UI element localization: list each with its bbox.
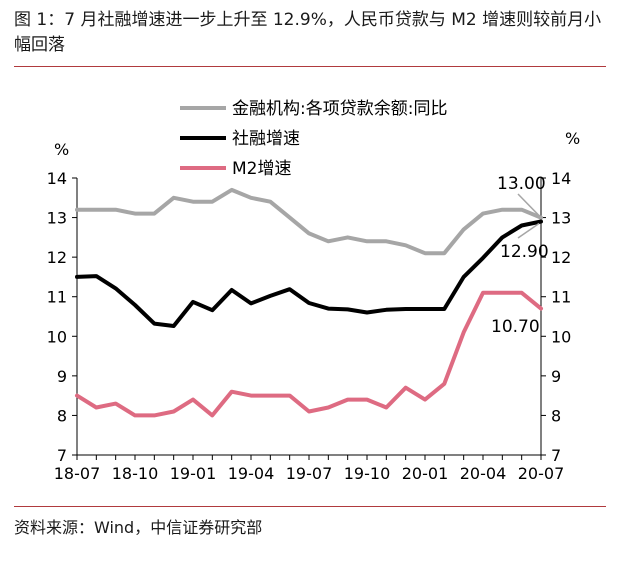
- annotation-label: 13.00: [497, 174, 546, 194]
- left-y-tick-label: 8: [57, 406, 67, 425]
- right-y-tick-label: 12: [551, 248, 571, 267]
- series-line: [75, 219, 543, 328]
- right-y-tick-label: 14: [551, 169, 571, 188]
- x-tick-label: 19-07: [286, 464, 333, 483]
- x-tick-label: 19-01: [170, 464, 217, 483]
- chart-series: [75, 187, 543, 418]
- left-y-tick-label: 7: [57, 446, 67, 465]
- x-tick-label: 19-10: [344, 464, 391, 483]
- x-tick-label: 20-04: [460, 464, 507, 483]
- source-note: 资料来源：Wind，中信证券研究部: [14, 518, 263, 537]
- figure-title: 图 1：7 月社融增速进一步上升至 12.9%，人民币贷款与 M2 增速则较前月…: [14, 10, 602, 55]
- title-divider: [14, 66, 606, 67]
- x-tick-label: 18-07: [54, 464, 101, 483]
- annotation-leader: [517, 193, 540, 217]
- chart-axes: 7 7 8 8 9 9 10 10 11 11 12 12 13 13 14 14%% 18-07 18-10 19…: [47, 129, 581, 483]
- right-y-tick-label: 11: [551, 288, 571, 307]
- series-line: [75, 187, 543, 256]
- right-y-tick-label: 7: [551, 446, 561, 465]
- x-tick-label: 18-10: [112, 464, 159, 483]
- line-chart: 7 7 8 8 9 9 10 10 11 11 12 12 13 13 14 14%% 18-07 18-10 19…: [47, 99, 581, 483]
- x-tick-label: 20-01: [402, 464, 449, 483]
- right-y-tick-label: 10: [551, 327, 571, 346]
- left-y-tick-label: 13: [47, 209, 67, 228]
- right-y-unit-label: %: [565, 129, 580, 148]
- legend-label: M2增速: [232, 159, 291, 179]
- legend-label: 金融机构:各项贷款余额:同比: [232, 99, 447, 119]
- x-tick-label: 20-07: [518, 464, 565, 483]
- right-y-tick-label: 9: [551, 367, 561, 386]
- x-tick-label: 19-04: [228, 464, 275, 483]
- left-y-tick-label: 10: [47, 327, 67, 346]
- left-y-tick-label: 12: [47, 248, 67, 267]
- annotation-leader: [517, 222, 540, 239]
- legend-label: 社融增速: [232, 129, 300, 149]
- left-y-tick-label: 11: [47, 288, 67, 307]
- right-y-tick-label: 8: [551, 406, 561, 425]
- left-y-tick-label: 9: [57, 367, 67, 386]
- right-y-tick-label: 13: [551, 209, 571, 228]
- chart-annotations: 13.00 12.90 10.70: [491, 174, 549, 337]
- series-line: [75, 290, 543, 418]
- source-divider: [14, 506, 606, 507]
- left-y-unit-label: %: [54, 140, 69, 159]
- annotation-label: 12.90: [500, 242, 549, 262]
- annotation-label: 10.70: [491, 317, 540, 337]
- left-y-tick-label: 14: [47, 169, 67, 188]
